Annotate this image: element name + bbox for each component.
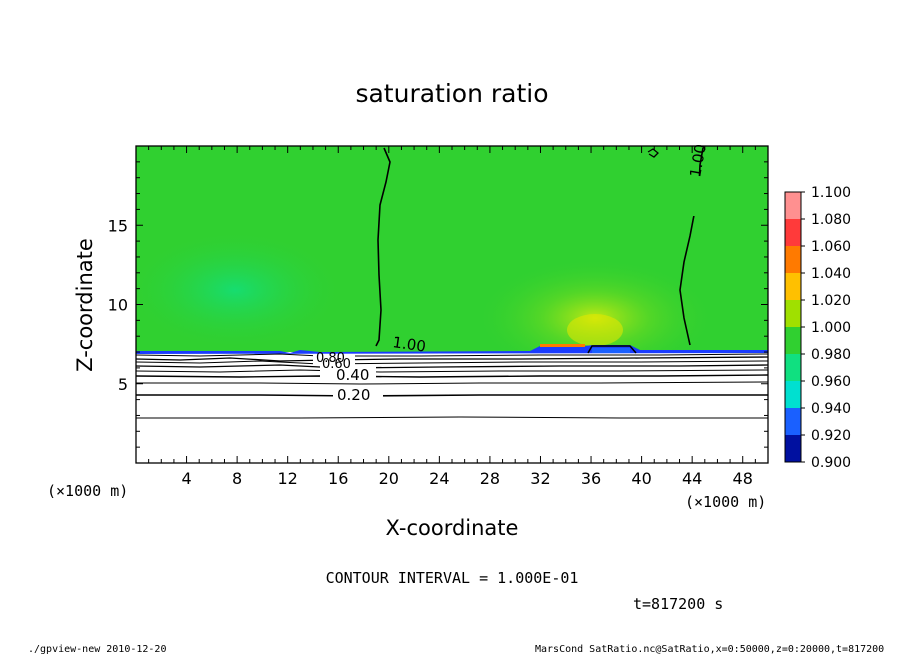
colorbar: 1.100 1.080 1.060 1.040 1.020 1.000 0.980 0.960… xyxy=(784,185,851,471)
x-tick-label: 16 xyxy=(328,469,348,488)
x-tick-label: 12 xyxy=(278,469,298,488)
contour-label-bg xyxy=(677,176,707,216)
blue-strip xyxy=(592,348,630,353)
colorbar-label: 1.000 xyxy=(811,320,851,336)
contour-label-bg xyxy=(333,386,383,403)
y-axis: 5 10 15 xyxy=(108,161,768,448)
y-axis-label: Z-coordinate xyxy=(73,238,97,372)
contour-label-bg xyxy=(386,334,432,350)
colorbar-label: 0.960 xyxy=(811,374,851,390)
chart-title: saturation ratio xyxy=(355,79,548,108)
contour-label: 0.60 xyxy=(322,357,351,372)
colorbar-label: 0.940 xyxy=(811,401,851,417)
contour-line-040 xyxy=(136,374,768,378)
colorbar-band xyxy=(785,354,801,381)
colorbar-band xyxy=(785,327,801,354)
x-axis-label: X-coordinate xyxy=(386,516,519,540)
footer-left: ./gpview-new 2010-12-20 xyxy=(28,644,166,654)
contour-label-bg xyxy=(320,365,376,380)
colorbar-label: 0.980 xyxy=(811,347,851,363)
x-tick-label: 28 xyxy=(480,469,500,488)
colorbar-band xyxy=(785,408,801,435)
time-label: t=817200 s xyxy=(633,595,723,613)
contour-label-bg xyxy=(313,354,355,366)
contour-loop xyxy=(647,148,659,158)
x-tick-label: 20 xyxy=(379,469,399,488)
contour-label: 1.00 xyxy=(391,333,427,355)
y-tick-label: 15 xyxy=(108,216,128,235)
orange-strip xyxy=(540,344,585,347)
colorbar-label: 1.040 xyxy=(811,266,851,282)
contour-line-050 xyxy=(136,369,768,373)
x-tick-label: 4 xyxy=(181,469,191,488)
contour-line-100-left xyxy=(375,147,391,347)
colorbar-label: 1.060 xyxy=(811,239,851,255)
contour-line-100-right xyxy=(679,147,704,346)
colorbar-band xyxy=(785,435,801,462)
contour-line-070 xyxy=(136,360,768,365)
y-tick-label: 5 xyxy=(118,375,128,394)
subsaturated-patch xyxy=(136,230,345,350)
x-tick-label: 32 xyxy=(530,469,550,488)
contour-label: 0.40 xyxy=(336,366,369,384)
contour-line-030 xyxy=(136,381,768,385)
x-tick-label: 36 xyxy=(581,469,601,488)
x-tick-label: 24 xyxy=(429,469,449,488)
contour-label: 0.20 xyxy=(337,386,370,404)
colorbar-band xyxy=(785,219,801,246)
x-tick-label: 44 xyxy=(682,469,702,488)
colorbar-label: 1.020 xyxy=(811,293,851,309)
x-tick-label: 8 xyxy=(232,469,242,488)
contour-interval: CONTOUR INTERVAL = 1.000E-01 xyxy=(326,569,579,587)
x-tick-label: 48 xyxy=(733,469,753,488)
colorbar-band xyxy=(785,192,801,219)
x-tick-label: 40 xyxy=(631,469,651,488)
supersaturated-core xyxy=(567,314,623,346)
colorbar-label: 1.100 xyxy=(811,185,851,201)
x-axis: 4 8 12 16 20 24 28 32 36 40 44 48 xyxy=(148,146,756,488)
x-unit-label: (×1000 m) xyxy=(47,482,128,500)
contour-bump xyxy=(587,345,637,354)
y-tick-label: 10 xyxy=(108,296,128,315)
contour-line-020 xyxy=(136,394,768,397)
colorbar-label: 0.920 xyxy=(811,428,851,444)
colorbar-band xyxy=(785,246,801,273)
contour-label: 0.80 xyxy=(316,351,345,366)
x-unit-label-right: (×1000 m) xyxy=(685,493,766,511)
colorbar-label: 1.080 xyxy=(811,212,851,228)
colorbar-band xyxy=(785,300,801,327)
colorbar-band xyxy=(785,273,801,300)
contour-line-010 xyxy=(136,416,768,419)
colorbar-label: 0.900 xyxy=(811,455,851,471)
plot-field xyxy=(136,146,768,463)
contour-line-090 xyxy=(136,353,768,357)
contour-line-060 xyxy=(136,364,768,369)
colorbar-band xyxy=(785,381,801,408)
dry-region xyxy=(136,352,768,463)
footer-right: MarsCond_SatRatio.nc@SatRatio,x=0:50000,… xyxy=(535,644,884,654)
